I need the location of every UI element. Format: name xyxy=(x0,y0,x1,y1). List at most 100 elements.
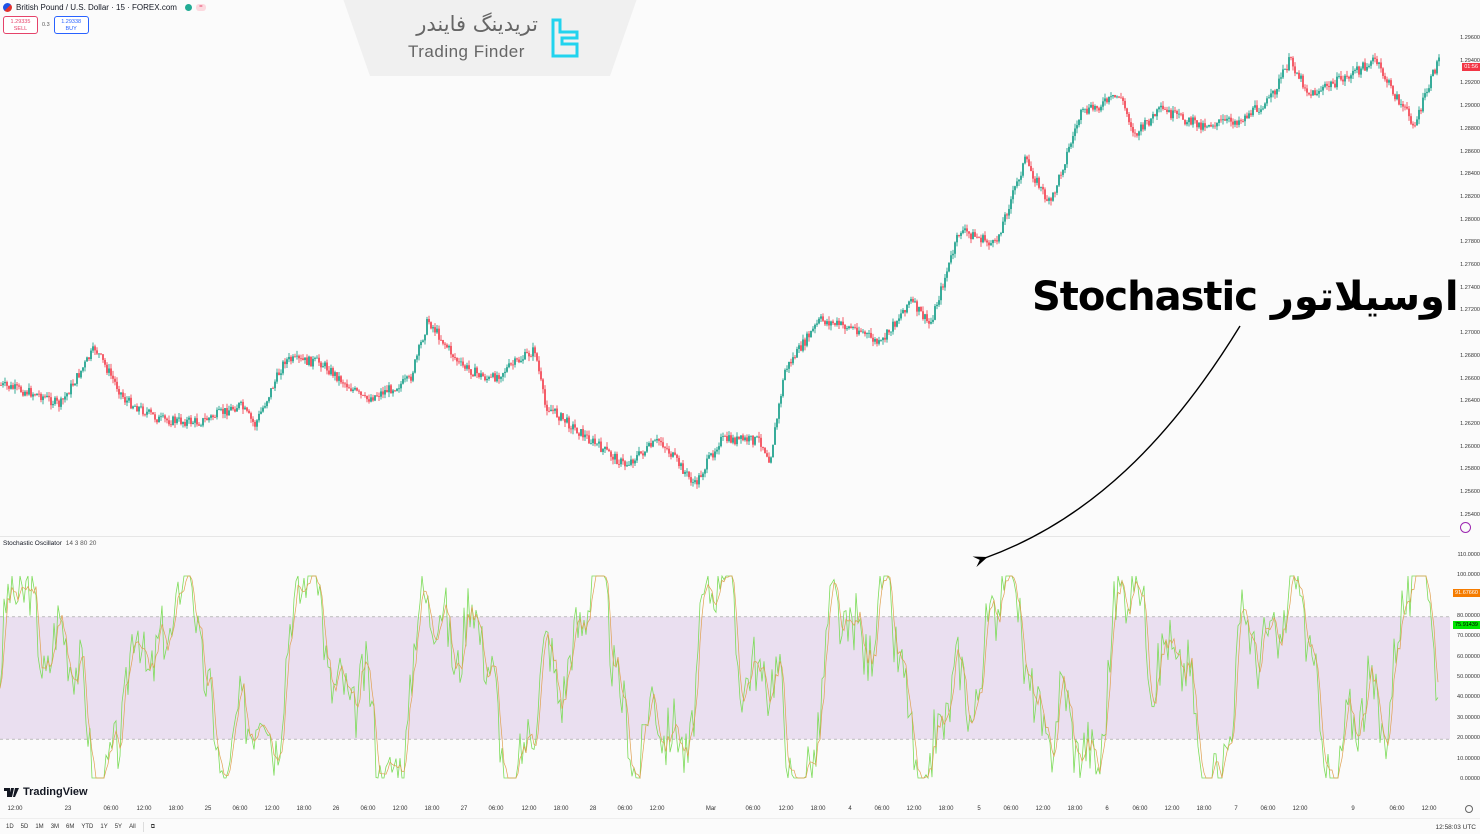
time-tick: 18:00 xyxy=(296,806,312,812)
time-tick: 18:00 xyxy=(810,806,826,812)
time-tick: 06:00 xyxy=(360,806,376,812)
indicator-tick: 80.00000 xyxy=(1457,612,1480,619)
range-all[interactable]: All xyxy=(129,824,136,830)
sell-button[interactable]: 1.29335 SELL xyxy=(3,16,38,34)
spread-value: 0.3 xyxy=(42,22,50,28)
tradingview-icon xyxy=(4,787,19,797)
buy-button[interactable]: 1.29338 BUY xyxy=(53,16,89,34)
time-tick: 18:00 xyxy=(1067,806,1083,812)
range-5y[interactable]: 5Y xyxy=(114,824,123,830)
range-1m[interactable]: 1M xyxy=(35,824,44,830)
price-tick: 1.29600 xyxy=(1460,35,1480,41)
price-tick: 1.27000 xyxy=(1460,330,1480,337)
time-tick: 18:00 xyxy=(424,806,440,812)
time-axis[interactable]: 12:00 23 06:00 12:00 18:00 25 06:00 12:00 18:00 2… xyxy=(0,802,1450,818)
price-tick: 1.28200 xyxy=(1460,193,1480,200)
indicator-name: Stochastic Oscillator xyxy=(3,540,62,547)
tradingview-logo[interactable]: TradingView xyxy=(4,786,88,798)
time-tick: 06:00 xyxy=(1132,806,1148,812)
indicator-legend[interactable]: Stochastic Oscillator 14 3 80 20 xyxy=(3,540,96,547)
price-tick: 1.28600 xyxy=(1460,148,1480,155)
price-tick: 1.29200 xyxy=(1460,80,1480,87)
range-1y[interactable]: 1Y xyxy=(100,824,108,830)
stochastic-pane[interactable] xyxy=(0,536,1450,786)
time-tick: 5 xyxy=(977,806,981,812)
logo-persian-text: تریدینگ فایندر xyxy=(416,12,538,36)
indicator-tick: 110.0000 xyxy=(1457,551,1480,558)
time-tick: 18:00 xyxy=(938,806,954,812)
price-tick: 1.28400 xyxy=(1460,171,1480,178)
range-5d[interactable]: 5D xyxy=(20,824,29,830)
range-3m[interactable]: 3M xyxy=(50,824,60,830)
sell-label: SELL xyxy=(13,26,28,32)
time-tick: 06:00 xyxy=(488,806,504,812)
data-flag-icon[interactable]: = xyxy=(195,4,206,11)
indicator-value-tag: 75.91439 xyxy=(1453,621,1480,630)
symbol-header: British Pound / U.S. Dollar · 15 · FOREX… xyxy=(3,3,206,12)
price-tick: 1.26600 xyxy=(1460,375,1480,382)
alert-clock-icon[interactable] xyxy=(1460,522,1471,533)
time-tick: 06:00 xyxy=(617,806,633,812)
time-tick: 27 xyxy=(460,806,468,812)
price-tick: 1.26400 xyxy=(1460,398,1480,405)
price-tick: 1.29400 xyxy=(1460,57,1480,64)
price-tick: 1.27400 xyxy=(1460,284,1480,291)
time-tick: 9 xyxy=(1351,806,1355,812)
time-tick: 26 xyxy=(332,806,340,812)
separator xyxy=(142,822,144,832)
range-1d[interactable]: 1D xyxy=(6,824,14,830)
currency-pair-icon xyxy=(3,3,12,12)
logo-banner xyxy=(340,0,640,76)
indicator-tick: 100.0000 xyxy=(1457,572,1480,578)
utc-clock[interactable]: 12:58:03 UTC xyxy=(1435,824,1476,831)
price-tick: 1.25600 xyxy=(1460,489,1480,495)
time-tick: 12:00 xyxy=(264,806,280,812)
time-tick: 06:00 xyxy=(232,806,248,812)
price-tick: 1.25800 xyxy=(1460,466,1480,473)
indicator-tick: 10.00000 xyxy=(1457,755,1480,762)
market-status-icon xyxy=(184,4,192,11)
time-tick: 06:00 xyxy=(1260,806,1276,812)
range-ytd[interactable]: YTD xyxy=(81,824,94,830)
indicator-tick: 50.00000 xyxy=(1457,674,1480,680)
indicator-tick: 0.00000 xyxy=(1460,776,1480,782)
time-tick: Mar xyxy=(705,806,717,812)
range-6m[interactable]: 6M xyxy=(66,824,75,830)
time-tick: 12:00 xyxy=(1035,806,1051,812)
time-tick: 06:00 xyxy=(745,806,761,812)
price-tick: 1.28000 xyxy=(1460,216,1480,223)
indicator-tick: 40.00000 xyxy=(1457,694,1480,701)
price-tick: 1.27200 xyxy=(1460,307,1480,314)
price-chart[interactable] xyxy=(0,0,1450,536)
pane-divider[interactable] xyxy=(0,536,1450,537)
indicator-tick: 20.00000 xyxy=(1457,735,1480,742)
price-tick: 1.26800 xyxy=(1460,352,1480,359)
countdown-tag: 01:56 xyxy=(1462,63,1480,71)
price-tick: 1.27600 xyxy=(1460,262,1480,268)
time-tick: 06:00 xyxy=(1389,806,1405,812)
trading-finder-logo-icon xyxy=(551,18,579,58)
time-tick: 4 xyxy=(848,806,852,812)
indicator-value-tag: 91.67660 xyxy=(1453,588,1480,597)
indicator-axis[interactable]: 110.0000 100.0000 80.00000 70.00000 60.00000… xyxy=(1450,536,1480,786)
tradingview-wordmark: TradingView xyxy=(23,786,88,798)
price-tick: 1.28800 xyxy=(1460,125,1480,132)
price-axis[interactable]: 1.29600 1.29400 1.29200 1.29000 1.28800 1.286… xyxy=(1450,0,1480,536)
buy-price: 1.29338 xyxy=(61,19,82,25)
goto-date-icon[interactable]: ⧉ xyxy=(150,824,156,830)
price-tick: 1.29000 xyxy=(1460,103,1480,110)
time-tick: 18:00 xyxy=(168,806,184,812)
symbol-title[interactable]: British Pound / U.S. Dollar · 15 · FOREX… xyxy=(16,3,177,12)
time-tick: 12:00 xyxy=(906,806,922,812)
time-tick: 12:00 xyxy=(1164,806,1180,812)
time-tick: 12:00 xyxy=(136,806,152,812)
price-tick: 1.27800 xyxy=(1460,239,1480,246)
time-tick: 12:00 xyxy=(1292,806,1308,812)
annotation-text: اوسیلاتور Stochastic xyxy=(1032,274,1460,320)
indicator-params: 14 3 80 20 xyxy=(65,540,97,547)
time-tick: 12:00 xyxy=(521,806,537,812)
axis-settings-icon[interactable] xyxy=(1465,805,1473,813)
sell-price: 1.29335 xyxy=(10,19,31,25)
time-tick: 6 xyxy=(1105,806,1109,812)
